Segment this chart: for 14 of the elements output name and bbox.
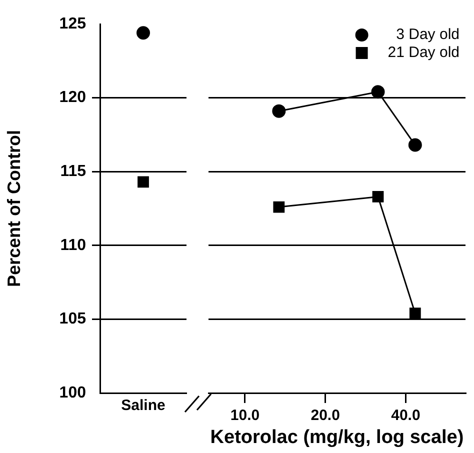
legend-label: 21 Day old	[388, 44, 460, 62]
x-tick-label: Saline	[121, 397, 166, 414]
x-tick-label: 20.0	[310, 407, 340, 424]
y-tick-label: 105	[59, 310, 86, 328]
legend-label: 3 Day old	[396, 26, 460, 44]
y-tick-label: 120	[59, 89, 86, 106]
y-tick-label: 125	[59, 15, 86, 32]
y-tick-label: 100	[59, 384, 86, 402]
x-axis-title: Ketorolac (mg/kg, log scale)	[210, 426, 464, 448]
y-tick-label: 115	[60, 163, 86, 180]
x-tick-label: 10.0	[230, 407, 260, 424]
y-tick-label: 110	[60, 236, 86, 254]
y-axis-title: Percent of Control	[4, 130, 24, 288]
x-tick-label: 40.0	[391, 407, 420, 424]
